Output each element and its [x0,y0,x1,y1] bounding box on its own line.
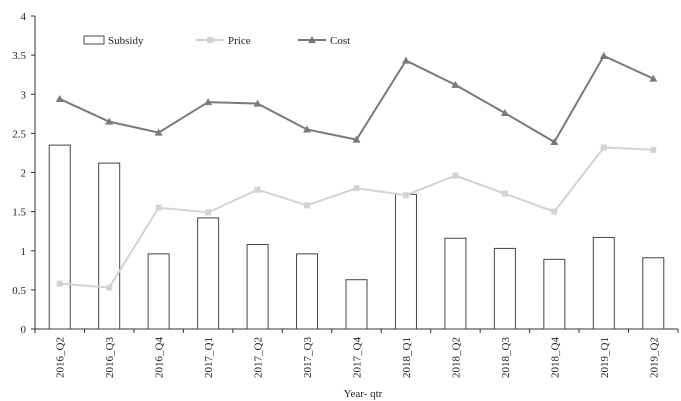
price-point [353,185,360,192]
price-point [254,186,261,193]
y-tick-label: 4 [21,11,27,23]
legend: Subsidy Price Cost [83,35,350,47]
price-point [551,208,558,215]
cost-point [303,125,312,133]
y-tick-label: 2.5 [12,128,26,140]
y-tick-label: 1.5 [12,207,26,219]
cost-line [59,54,654,144]
y-tick-label: 1 [21,246,27,258]
x-tick-label: 2016_Q4 [154,337,166,378]
price-point [402,192,409,199]
x-tick-label: 2019_Q2 [648,337,660,378]
price-point [452,172,459,179]
cost-point [649,74,658,82]
x-tick-label: 2017_Q3 [302,337,314,378]
x-tick-label: 2018_Q2 [450,337,462,378]
y-tick-label: 0.5 [12,285,26,297]
subsidy-bar [98,162,121,330]
legend-price-label: Price [228,35,251,47]
subsidy-bar [246,243,269,330]
price-point [501,190,508,197]
legend-subsidy-label: Subsidy [108,35,144,47]
subsidy-bar [296,253,319,330]
x-axis-ticks: 2016_Q2 2016_Q3 2016_Q4 2017_Q1 2017_Q2 2017_… [34,329,679,378]
cost-point [451,80,460,88]
cost-point [599,51,608,59]
cost-point [352,135,361,143]
subsidy-bar [592,236,615,330]
price-point [155,204,162,211]
x-tick-label: 2017_Q2 [253,337,265,378]
y-tick-label: 3 [21,89,27,101]
subsidy-bar [543,258,566,330]
price-point [650,146,657,153]
x-tick-label: 2017_Q1 [203,337,215,378]
cost-point [105,117,114,125]
subsidy-bar [444,237,467,330]
subsidy-bar [197,217,220,330]
x-tick-label: 2016_Q3 [104,337,116,378]
x-tick-label: 2019_Q1 [599,337,611,378]
subsidy-bar [345,279,368,330]
subsidy-bar [48,144,71,330]
subsidy-bar [493,247,516,330]
legend-price-marker [207,37,213,43]
x-tick-label: 2017_Q4 [352,337,364,378]
x-tick-label: 2016_Q2 [55,337,67,378]
cost-point [253,99,262,107]
legend-subsidy-swatch [83,35,105,45]
price-point [56,280,63,287]
x-tick-label: 2018_Q1 [401,337,413,378]
legend-cost-marker [308,36,316,43]
series-lines [55,51,658,291]
cost-point [500,109,509,117]
cost-point [401,56,410,64]
y-axis-ticks: 0 0.5 1 1.5 2 2.5 3 3.5 4 [12,11,35,336]
price-point [106,284,113,291]
price-point [205,209,212,216]
x-tick-label: 2018_Q3 [500,337,512,378]
cost-point [55,94,64,102]
price-point [600,144,607,151]
cost-point [550,137,559,145]
y-tick-label: 3.5 [12,50,26,62]
subsidy-bar [394,193,417,330]
cost-point [154,128,163,136]
y-tick-label: 2 [21,168,27,180]
subsidy-bar [147,253,170,330]
subsidy-bar [642,257,665,330]
legend-cost-label: Cost [330,35,350,47]
y-tick-label: 0 [21,324,27,336]
x-tick-label: 2018_Q4 [549,337,561,378]
price-point [304,202,311,209]
x-axis-title: Year- qtr [344,388,383,400]
cost-point [204,98,213,106]
